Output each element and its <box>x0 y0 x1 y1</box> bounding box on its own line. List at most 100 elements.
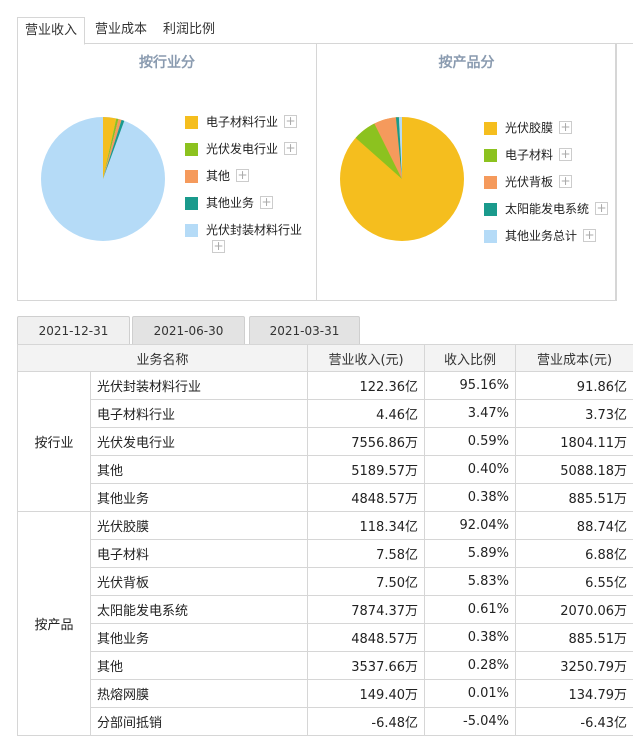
business-name-cell: 电子材料行业 <box>91 400 308 428</box>
chart-type-tabs: 营业收入 营业成本 利润比例 <box>17 17 633 44</box>
cost-cell: 3.73亿 <box>516 400 633 428</box>
ratio-cell: 0.59% <box>425 428 516 456</box>
column-header-revenue: 营业收入(元) <box>308 345 425 372</box>
expand-icon[interactable]: + <box>583 229 596 242</box>
panel-scroll-edge <box>615 44 633 300</box>
table-row: 太阳能发电系统 7874.37万 0.61% 2070.06万 <box>18 596 633 624</box>
column-header-business-name: 业务名称 <box>18 345 308 372</box>
cost-cell: 3250.79万 <box>516 652 633 680</box>
table-row: 其他 3537.66万 0.28% 3250.79万 <box>18 652 633 680</box>
cost-cell: 134.79万 <box>516 680 633 708</box>
ratio-cell: 0.38% <box>425 484 516 512</box>
business-name-cell: 其他业务 <box>91 484 308 512</box>
legend-label: 其他业务总计 <box>505 228 577 245</box>
business-name-cell: 热熔网膜 <box>91 680 308 708</box>
legend-label: 光伏背板 <box>505 174 553 191</box>
date-tab-2021-06-30[interactable]: 2021-06-30 <box>132 316 245 345</box>
date-tab-2021-03-31[interactable]: 2021-03-31 <box>249 316 360 345</box>
ratio-cell: 3.47% <box>425 400 516 428</box>
table-row: 电子材料 7.58亿 5.89% 6.88亿 <box>18 540 633 568</box>
revenue-cell: 4848.57万 <box>308 624 425 652</box>
cost-cell: 5088.18万 <box>516 456 633 484</box>
date-tab-2021-12-31[interactable]: 2021-12-31 <box>17 316 130 345</box>
ratio-cell: 0.38% <box>425 624 516 652</box>
revenue-cell: 5189.57万 <box>308 456 425 484</box>
ratio-cell: 92.04% <box>425 512 516 540</box>
revenue-cell: 4848.57万 <box>308 484 425 512</box>
revenue-cell: 122.36亿 <box>308 372 425 400</box>
tab-profit-ratio[interactable]: 利润比例 <box>157 17 221 43</box>
group-label-industry: 按行业 <box>18 372 91 512</box>
legend-swatch <box>484 230 497 243</box>
legend-swatch <box>185 224 198 237</box>
cost-cell: 6.88亿 <box>516 540 633 568</box>
legend-label: 光伏封装材料行业 <box>206 222 302 239</box>
table-row: 按行业 光伏封装材料行业 122.36亿 95.16% 91.86亿 <box>18 372 633 400</box>
expand-icon[interactable]: + <box>212 240 225 253</box>
legend-swatch <box>484 122 497 135</box>
ratio-cell: 5.89% <box>425 540 516 568</box>
industry-pie-title: 按行业分 <box>18 52 316 72</box>
legend-label: 太阳能发电系统 <box>505 201 589 218</box>
legend-label: 其他 <box>206 168 230 185</box>
table-header-row: 业务名称 营业收入(元) 收入比例 营业成本(元) <box>18 345 633 372</box>
revenue-cell: 4.46亿 <box>308 400 425 428</box>
ratio-cell: 0.40% <box>425 456 516 484</box>
ratio-cell: 0.61% <box>425 596 516 624</box>
business-name-cell: 太阳能发电系统 <box>91 596 308 624</box>
tab-revenue[interactable]: 营业收入 <box>17 17 85 45</box>
cost-cell: 91.86亿 <box>516 372 633 400</box>
revenue-cell: -6.48亿 <box>308 708 425 736</box>
table-row: 其他 5189.57万 0.40% 5088.18万 <box>18 456 633 484</box>
ratio-cell: -5.04% <box>425 708 516 736</box>
business-name-cell: 光伏背板 <box>91 568 308 596</box>
legend-swatch <box>484 149 497 162</box>
table-row: 光伏发电行业 7556.86万 0.59% 1804.11万 <box>18 428 633 456</box>
revenue-cell: 149.40万 <box>308 680 425 708</box>
business-name-cell: 光伏发电行业 <box>91 428 308 456</box>
business-name-cell: 光伏封装材料行业 <box>91 372 308 400</box>
revenue-cell: 7.58亿 <box>308 540 425 568</box>
business-name-cell: 电子材料 <box>91 540 308 568</box>
group-label-product: 按产品 <box>18 512 91 736</box>
business-name-cell: 其他 <box>91 652 308 680</box>
legend-label: 电子材料行业 <box>206 114 278 131</box>
expand-icon[interactable]: + <box>595 202 608 215</box>
expand-icon[interactable]: + <box>559 121 572 134</box>
table-row: 其他业务 4848.57万 0.38% 885.51万 <box>18 624 633 652</box>
cost-cell: 885.51万 <box>516 624 633 652</box>
revenue-cell: 7.50亿 <box>308 568 425 596</box>
legend-swatch <box>185 170 198 183</box>
ratio-cell: 5.83% <box>425 568 516 596</box>
table-row: 其他业务 4848.57万 0.38% 885.51万 <box>18 484 633 512</box>
ratio-cell: 0.01% <box>425 680 516 708</box>
expand-icon[interactable]: + <box>236 169 249 182</box>
ratio-cell: 0.28% <box>425 652 516 680</box>
tab-cost[interactable]: 营业成本 <box>89 17 153 43</box>
revenue-cell: 118.34亿 <box>308 512 425 540</box>
legend-label: 其他业务 <box>206 195 254 212</box>
expand-icon[interactable]: + <box>559 148 572 161</box>
cost-cell: 88.74亿 <box>516 512 633 540</box>
table-row: 按产品 光伏胶膜 118.34亿 92.04% 88.74亿 <box>18 512 633 540</box>
legend-swatch <box>185 143 198 156</box>
legend-label: 光伏发电行业 <box>206 141 278 158</box>
legend-label: 光伏胶膜 <box>505 120 553 137</box>
table-row: 电子材料行业 4.46亿 3.47% 3.73亿 <box>18 400 633 428</box>
expand-icon[interactable]: + <box>284 115 297 128</box>
legend-swatch <box>484 176 497 189</box>
column-header-cost: 营业成本(元) <box>516 345 633 372</box>
product-pie-chart <box>339 116 465 242</box>
cost-cell: 885.51万 <box>516 484 633 512</box>
industry-pie-section: 按行业分 电子材料行业 + 光伏发电行业 + 其他 + <box>18 44 317 300</box>
expand-icon[interactable]: + <box>260 196 273 209</box>
product-pie-title: 按产品分 <box>317 52 616 72</box>
legend-swatch <box>185 197 198 210</box>
expand-icon[interactable]: + <box>559 175 572 188</box>
cost-cell: 2070.06万 <box>516 596 633 624</box>
pie-panel: 按行业分 电子材料行业 + 光伏发电行业 + 其他 + <box>17 44 617 301</box>
business-name-cell: 分部间抵销 <box>91 708 308 736</box>
legend-swatch <box>484 203 497 216</box>
table-row: 热熔网膜 149.40万 0.01% 134.79万 <box>18 680 633 708</box>
expand-icon[interactable]: + <box>284 142 297 155</box>
